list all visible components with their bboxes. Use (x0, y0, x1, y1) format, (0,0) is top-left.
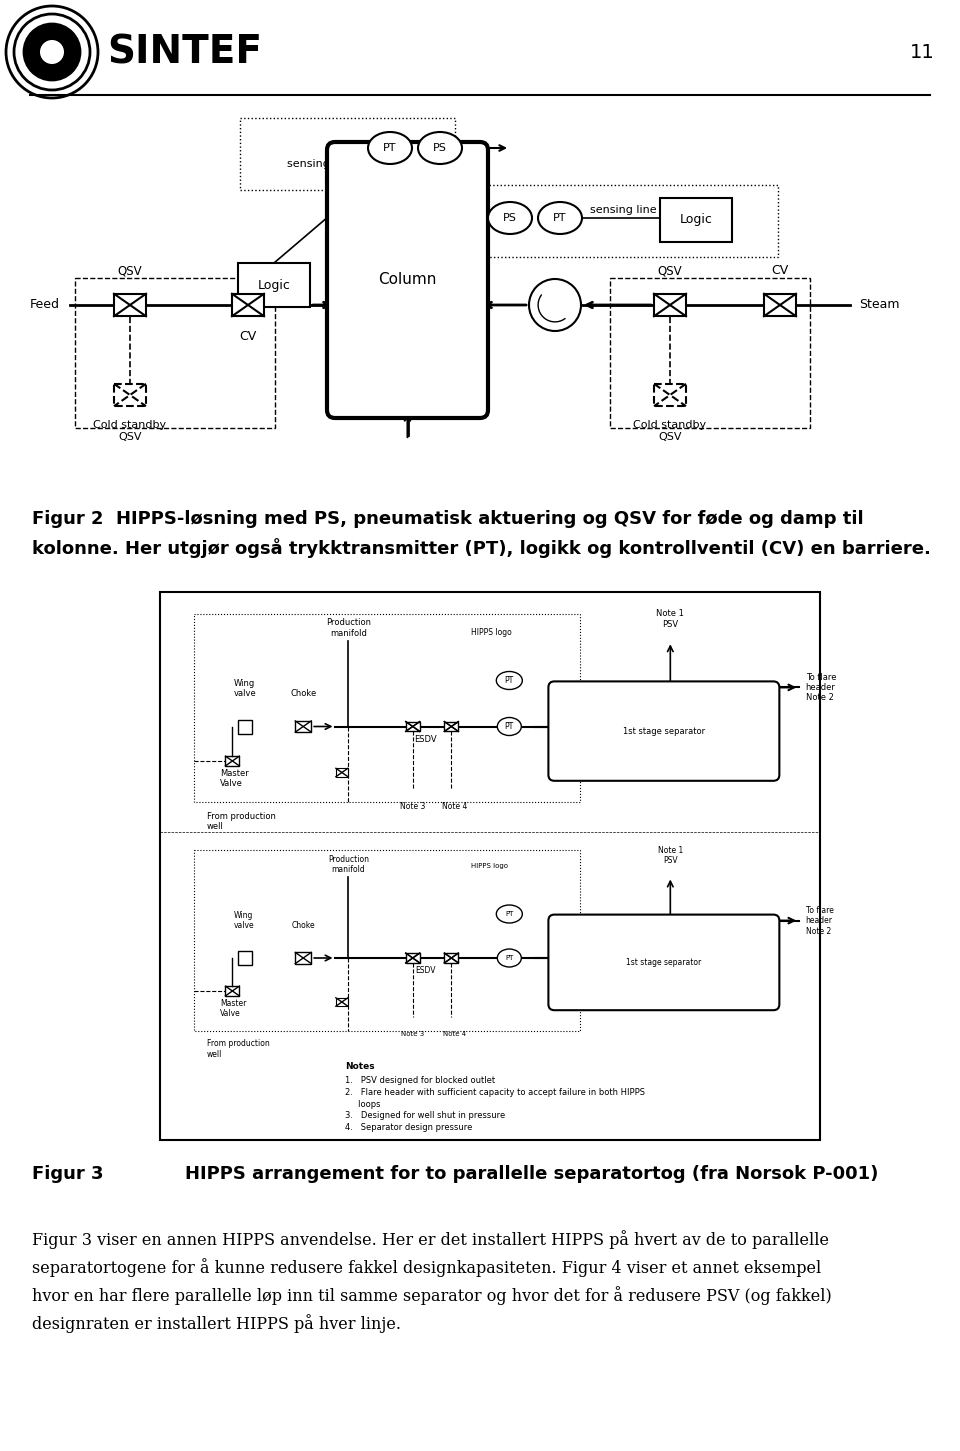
Text: Note 1
PSV: Note 1 PSV (657, 609, 684, 628)
Bar (654, 385, 686, 406)
Bar (336, 998, 348, 1006)
Bar (238, 720, 252, 734)
Text: To flare
header
Note 2: To flare header Note 2 (805, 672, 836, 702)
Text: ESDV: ESDV (415, 734, 437, 743)
Text: Note 4: Note 4 (442, 802, 468, 811)
Bar (654, 293, 686, 316)
Circle shape (40, 41, 64, 64)
Bar (336, 768, 348, 776)
Text: Feed: Feed (30, 299, 60, 312)
Text: Note 1
PSV: Note 1 PSV (658, 846, 683, 865)
Text: Logic: Logic (680, 213, 712, 226)
Bar (444, 721, 458, 731)
Text: Figur 2  HIPPS-løsning med PS, pneumatisk aktuering og QSV for føde og damp til: Figur 2 HIPPS-løsning med PS, pneumatisk… (32, 509, 864, 528)
Text: 11: 11 (910, 42, 935, 61)
Text: PT: PT (505, 955, 514, 961)
Text: Master
Valve: Master Valve (221, 998, 247, 1019)
Circle shape (529, 279, 581, 331)
Text: PS: PS (503, 213, 516, 223)
Bar (296, 721, 311, 733)
Text: CV: CV (239, 329, 256, 342)
Text: PT: PT (505, 723, 514, 731)
Text: PT: PT (383, 144, 396, 152)
Text: Production
manifold: Production manifold (325, 618, 371, 638)
Text: Logic: Logic (257, 279, 291, 292)
Text: Cold standby
QSV: Cold standby QSV (93, 419, 167, 441)
Text: Wing
valve: Wing valve (233, 679, 256, 698)
Bar (226, 756, 239, 766)
Text: HIPPS logo: HIPPS logo (470, 628, 512, 637)
Text: From production
well: From production well (206, 811, 276, 831)
Text: From production
well: From production well (206, 1039, 270, 1059)
Text: PT: PT (505, 676, 514, 685)
Ellipse shape (418, 132, 462, 164)
Text: HIPPS arrangement for to parallelle separatortog (fra Norsok P-001): HIPPS arrangement for to parallelle sepa… (185, 1165, 878, 1183)
Ellipse shape (488, 202, 532, 234)
Ellipse shape (496, 905, 522, 923)
Bar (114, 385, 146, 406)
FancyBboxPatch shape (548, 682, 780, 781)
Text: Steam: Steam (859, 299, 900, 312)
Text: Production
manifold: Production manifold (327, 855, 369, 874)
Text: Choke: Choke (290, 689, 317, 698)
Bar (444, 953, 458, 963)
Bar (406, 721, 420, 731)
Text: ESDV: ESDV (416, 966, 436, 975)
Text: sensing line: sensing line (590, 205, 657, 215)
Text: Cold standby
QSV: Cold standby QSV (634, 419, 707, 441)
Text: Note 3: Note 3 (400, 802, 425, 811)
Bar (114, 293, 146, 316)
Text: Choke: Choke (292, 921, 315, 930)
Ellipse shape (368, 132, 412, 164)
Bar (764, 293, 796, 316)
Text: sensing line: sensing line (287, 160, 353, 168)
Text: Figur 3 viser en annen HIPPS anvendelse. Her er det installert HIPPS på hvert av: Figur 3 viser en annen HIPPS anvendelse.… (32, 1230, 829, 1249)
Text: PS: PS (433, 144, 447, 152)
Text: Notes: Notes (345, 1062, 374, 1071)
Text: Master
Valve: Master Valve (221, 769, 250, 788)
FancyBboxPatch shape (327, 142, 488, 418)
Text: 1st stage separator: 1st stage separator (626, 958, 702, 966)
Text: designraten er installert HIPPS på hver linje.: designraten er installert HIPPS på hver … (32, 1315, 401, 1333)
Bar (660, 197, 732, 242)
Text: kolonne. Her utgjør også trykktransmitter (PT), logikk og kontrollventil (CV) en: kolonne. Her utgjør også trykktransmitte… (32, 538, 931, 559)
Bar (296, 952, 311, 963)
Ellipse shape (538, 202, 582, 234)
Text: 1st stage separator: 1st stage separator (623, 727, 705, 736)
Bar (238, 263, 310, 308)
Circle shape (34, 33, 70, 70)
Text: HIPPS logo: HIPPS logo (470, 863, 508, 869)
Text: Note 4: Note 4 (443, 1030, 467, 1036)
Text: separatortogene for å kunne redusere fakkel designkapasiteten. Figur 4 viser et : separatortogene for å kunne redusere fak… (32, 1258, 821, 1277)
Text: To flare
header
Note 2: To flare header Note 2 (805, 905, 833, 936)
Ellipse shape (497, 949, 521, 966)
Text: CV: CV (772, 264, 788, 277)
Bar (406, 953, 420, 963)
Bar (232, 293, 264, 316)
Ellipse shape (496, 672, 522, 689)
Text: Figur 3: Figur 3 (32, 1165, 104, 1183)
Bar (160, 592, 820, 1140)
Text: PT: PT (553, 213, 566, 223)
Bar (238, 950, 252, 965)
Text: Note 3: Note 3 (401, 1030, 424, 1036)
Text: Wing
valve: Wing valve (233, 911, 253, 930)
FancyBboxPatch shape (548, 914, 780, 1010)
Text: QSV: QSV (658, 264, 683, 277)
Text: QSV: QSV (118, 264, 142, 277)
Ellipse shape (497, 717, 521, 736)
Bar (226, 987, 239, 995)
Text: Column: Column (378, 273, 437, 287)
Text: SINTEF: SINTEF (107, 33, 262, 71)
Text: hvor en har flere parallelle løp inn til samme separator og hvor det for å redus: hvor en har flere parallelle løp inn til… (32, 1286, 831, 1304)
Text: PT: PT (505, 911, 514, 917)
Text: 1.   PSV designed for blocked outlet
2.   Flare header with sufficient capacity : 1. PSV designed for blocked outlet 2. Fl… (345, 1077, 645, 1132)
